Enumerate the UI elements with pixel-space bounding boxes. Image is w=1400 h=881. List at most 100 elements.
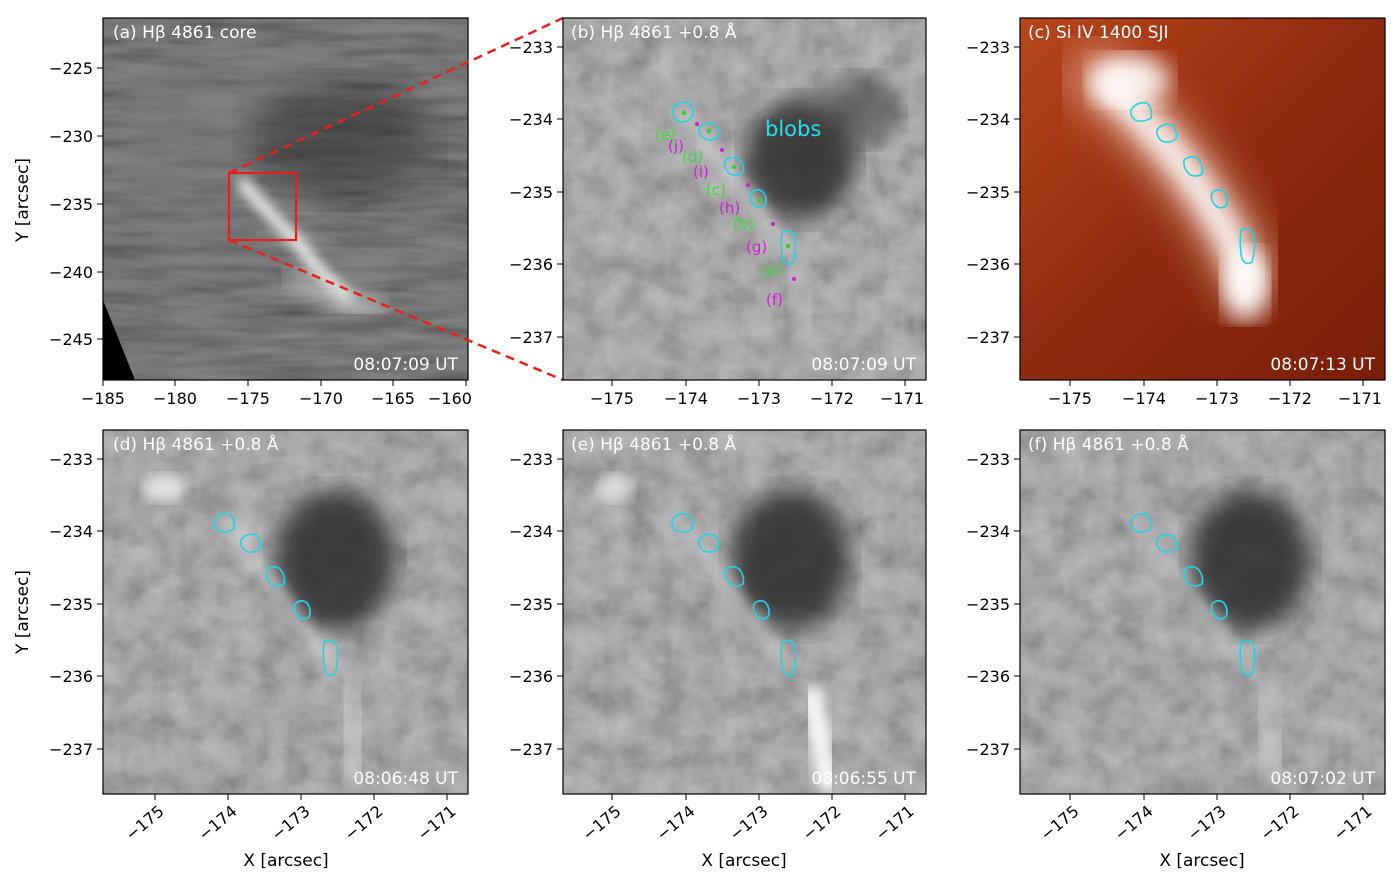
- blob-label-green: (d): [682, 148, 703, 166]
- panel-e-xtick: −171: [872, 802, 918, 845]
- magenta-dot: [771, 222, 775, 226]
- blob-label-magenta: (h): [719, 199, 740, 217]
- panel-c-time: 08:07:13 UT: [1270, 355, 1375, 375]
- blob-contour: [1183, 565, 1204, 587]
- panel-d-ylabel: Y [arcsec]: [13, 570, 33, 655]
- panel-e-yaxis: −233 −234 −235 −236 −237: [509, 450, 563, 759]
- panel-b-xtick: −175: [590, 389, 634, 408]
- panel-a-ytick: −235: [49, 195, 93, 214]
- panel-d-ytick: −233: [49, 450, 93, 469]
- panel-c-xtick: −174: [1122, 389, 1166, 408]
- panel-a: (a) Hβ 4861 core 08:07:09 UT −225 −230 −…: [13, 17, 472, 408]
- blob-contour: [213, 512, 236, 533]
- blobs-annotation: blobs: [765, 117, 821, 141]
- panel-e-ytick: −236: [509, 667, 553, 686]
- panel-b-ytick: −234: [509, 110, 553, 129]
- panel-a-time: 08:07:09 UT: [353, 355, 458, 375]
- panel-b-green-labels: (e) (d) (c) (b) (a): [655, 126, 782, 279]
- panel-f-contours: [1130, 512, 1256, 677]
- blob-contour: [240, 533, 262, 553]
- blob-centroid: [681, 110, 687, 116]
- panel-b-xaxis: −175 −174 −173 −172 −171: [590, 380, 924, 408]
- panel-d-xtick: −171: [414, 802, 460, 845]
- panel-e-xlabel: X [arcsec]: [701, 851, 786, 871]
- blob-contour: [1210, 599, 1228, 620]
- panel-f-xtick: −173: [1184, 802, 1230, 845]
- panel-c-xtick: −175: [1048, 389, 1092, 408]
- blob-label-green: (b): [733, 215, 754, 233]
- blob-contour: [1239, 227, 1256, 265]
- blob-contour: [672, 101, 694, 123]
- panel-c-yaxis: −233 −234 −235 −236 −237: [966, 38, 1020, 347]
- panel-b-contours: [672, 101, 797, 266]
- panel-d-xlabel: X [arcsec]: [243, 851, 328, 871]
- blob-label-green: (e): [655, 126, 676, 144]
- panel-e-ytick: −233: [509, 450, 553, 469]
- panel-c-ytick: −236: [966, 255, 1010, 274]
- panel-b-xtick: −171: [880, 389, 924, 408]
- panel-b-yaxis: −233 −234 −235 −236 −237: [509, 38, 563, 347]
- panel-f-ytick: −237: [966, 740, 1010, 759]
- panel-c-ytick: −237: [966, 328, 1010, 347]
- panel-d-ytick: −237: [49, 740, 93, 759]
- blob-contour: [780, 639, 797, 677]
- panel-f-ytick: −234: [966, 522, 1010, 541]
- magenta-dot: [792, 277, 796, 281]
- zoom-line-top: [228, 16, 564, 175]
- panel-d-xtick: −172: [341, 802, 387, 845]
- panel-e-xtick: −172: [799, 802, 845, 845]
- panel-d: (d) Hβ 4861 +0.8 Å 08:06:48 UT −233 −234…: [13, 429, 469, 871]
- panel-f-time: 08:07:02 UT: [1270, 769, 1375, 789]
- panel-b-magenta-labels: (j) (i) (h) (g) (f): [668, 137, 783, 309]
- panel-e-image: [563, 430, 926, 794]
- blob-label-magenta: (g): [746, 238, 767, 256]
- blob-contour: [265, 565, 286, 587]
- panel-a-xtick: −170: [299, 389, 343, 408]
- panel-a-yaxis: −225 −230 −235 −240 −245: [49, 59, 103, 349]
- zoom-line-bottom: [228, 238, 564, 382]
- panel-d-yaxis: −233 −234 −235 −236 −237: [49, 450, 103, 759]
- blob-contour: [1156, 533, 1178, 553]
- panel-c-ytick: −233: [966, 38, 1010, 57]
- panel-c-title: (c) Si IV 1400 SJI: [1028, 23, 1168, 43]
- panel-c-xtick: −173: [1195, 389, 1239, 408]
- panel-b: (e) (d) (c) (b) (a) (j) (i) (h) (g) (f) …: [509, 17, 927, 408]
- panel-b-ytick: −233: [509, 38, 553, 57]
- panel-e-contours: [671, 512, 797, 677]
- blob-contour: [293, 599, 311, 620]
- panel-d-xaxis: −175 −174 −173 −172 −171: [122, 794, 460, 844]
- panel-b-ytick: −235: [509, 183, 553, 202]
- panel-a-xtick: −160: [428, 389, 472, 408]
- panel-f-xlabel: X [arcsec]: [1159, 851, 1244, 871]
- panel-f-image: [1020, 430, 1385, 794]
- panel-e-ytick: −235: [509, 595, 553, 614]
- panel-d-xtick: −174: [195, 802, 241, 845]
- panel-a-title: (a) Hβ 4861 core: [113, 23, 257, 43]
- panel-a-ylabel: Y [arcsec]: [13, 158, 33, 243]
- blob-contour: [724, 565, 745, 587]
- panel-a-xtick: −180: [153, 389, 197, 408]
- panel-c-image: [1020, 18, 1385, 380]
- panel-e-ytick: −237: [509, 740, 553, 759]
- panel-e-xtick: −173: [726, 802, 772, 845]
- panel-a-ytick: −245: [49, 330, 93, 349]
- panel-d-contours: [213, 512, 339, 677]
- panel-f-title: (f) Hβ 4861 +0.8 Å: [1028, 433, 1189, 455]
- blob-centroid: [785, 243, 791, 249]
- blob-contour: [724, 156, 745, 176]
- panel-d-title: (d) Hβ 4861 +0.8 Å: [113, 433, 279, 455]
- blob-label-magenta: (j): [668, 137, 684, 155]
- panel-a-xaxis: −185 −180 −175 −170 −165 −160: [81, 380, 472, 408]
- blob-contour: [322, 639, 339, 677]
- panel-f-xtick: −174: [1111, 802, 1157, 845]
- panel-e-xaxis: −175 −174 −173 −172 −171: [579, 794, 918, 844]
- panel-d-time: 08:06:48 UT: [353, 769, 458, 789]
- blob-label-green: (a): [761, 261, 782, 279]
- panel-a-ytick: −225: [49, 59, 93, 78]
- panel-f-xtick: −175: [1037, 802, 1083, 845]
- magenta-dot: [720, 148, 724, 152]
- panel-f-xtick: −171: [1330, 802, 1376, 845]
- blob-label-magenta: (i): [693, 163, 709, 181]
- panel-e-xtick: −175: [579, 802, 625, 845]
- panel-b-title: (b) Hβ 4861 +0.8 Å: [571, 21, 737, 43]
